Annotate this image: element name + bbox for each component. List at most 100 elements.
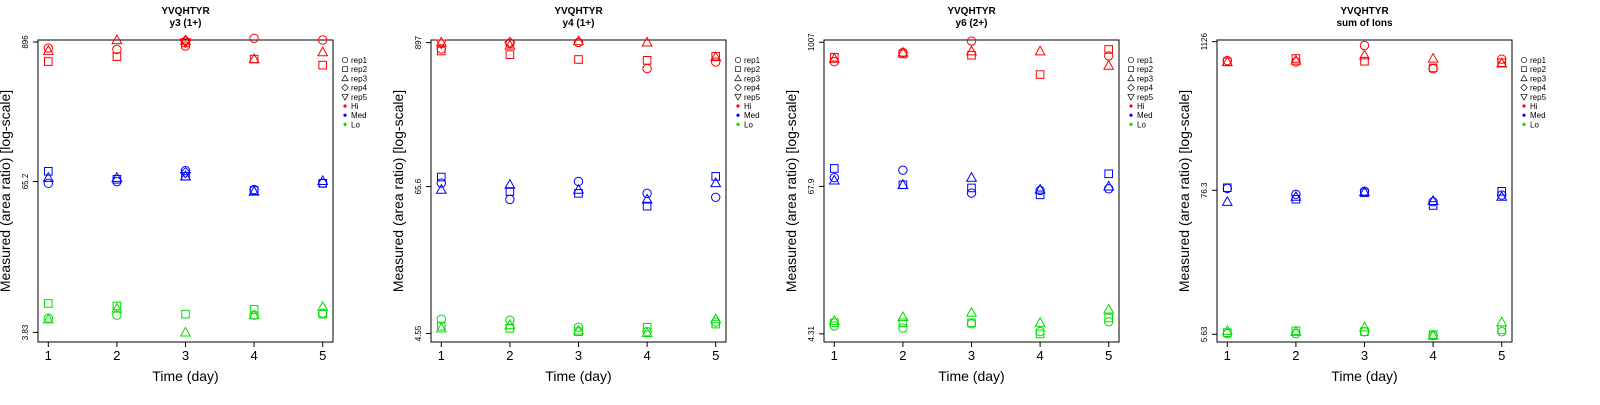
legend-label: rep5: [1137, 93, 1154, 102]
legend-label: Hi: [744, 102, 752, 111]
y-axis-label: Measured (area ratio) [log-scale]: [783, 90, 799, 292]
legend-swatch-rep2: [1128, 66, 1134, 72]
x-tick-label: 1: [45, 348, 52, 363]
x-tick-label: 1: [831, 348, 838, 363]
data-point-med-rep1: [180, 165, 191, 176]
data-point-med-rep1: [436, 178, 446, 188]
data-point-med-rep2: [967, 183, 976, 193]
legend-symbol: [1520, 94, 1528, 101]
x-axis-label: Time (day): [545, 368, 611, 384]
data-point-hi-rep3: [1358, 49, 1371, 60]
legend-label: Hi: [1137, 102, 1145, 111]
data-point-hi-rep3: [317, 46, 329, 57]
data-point-lo-rep1: [112, 310, 122, 320]
x-tick-label: 4: [250, 348, 257, 363]
legend-swatch-rep1: [1520, 56, 1528, 64]
legend-label: Med: [744, 111, 760, 120]
legend-label: rep3: [744, 74, 761, 83]
legend-swatch-hi: [736, 104, 740, 108]
data-point-lo-rep3: [1221, 324, 1233, 335]
legend-swatch-lo: [736, 122, 740, 126]
data-point-hi-rep2: [43, 57, 53, 66]
x-tick-label: 2: [113, 348, 120, 363]
x-tick-label: 3: [575, 348, 582, 363]
data-point-hi-rep3: [1221, 55, 1233, 67]
data-point-lo-rep3: [42, 313, 54, 324]
data-point-hi-rep2: [1428, 63, 1438, 73]
x-tick-label: 4: [643, 348, 650, 363]
legend-label: Lo: [1137, 120, 1146, 129]
data-point-med-rep2: [642, 201, 652, 211]
legend-swatch-lo: [1522, 122, 1526, 126]
data-point-med-rep2: [1104, 169, 1114, 179]
data-point-med-rep1: [43, 178, 53, 189]
data-point-hi-rep1: [1359, 40, 1370, 51]
data-point-lo-rep3: [1496, 316, 1508, 327]
data-point-lo-rep2: [1035, 329, 1045, 339]
legend-label: rep3: [351, 74, 368, 83]
legend-label: rep1: [351, 56, 368, 65]
legend-swatch-med: [1522, 113, 1526, 117]
legend-label: rep1: [1137, 56, 1154, 65]
x-tick-label: 5: [319, 348, 326, 363]
y-tick-label: 4.55: [414, 325, 423, 341]
data-point-lo-rep1: [829, 321, 839, 331]
legend-swatch-rep5: [734, 94, 742, 101]
y-axis-label: Measured (area ratio) [log-scale]: [0, 90, 13, 292]
legend-symbol: [341, 56, 349, 64]
legend-label: rep4: [744, 84, 761, 93]
legend-label: Lo: [744, 120, 753, 129]
chart-subtitle: y3 (1+): [170, 18, 202, 29]
legend-label: rep1: [1530, 56, 1547, 65]
data-point-lo-rep1: [898, 323, 908, 333]
data-point-lo-rep3: [1034, 316, 1046, 327]
legend-swatch-rep1: [341, 56, 349, 64]
legend-swatch-rep3: [1127, 74, 1135, 82]
data-point-hi-rep2: [112, 52, 122, 61]
legend-swatch-rep4: [1127, 83, 1135, 92]
legend-swatch-rep2: [735, 66, 741, 72]
x-tick-label: 5: [1105, 348, 1112, 363]
data-point-med-rep3: [435, 183, 447, 194]
legend-label: rep4: [1137, 84, 1154, 93]
data-point-hi-rep5: [179, 38, 192, 49]
y-tick-label: 3.83: [21, 324, 30, 340]
x-tick-label: 5: [1498, 348, 1505, 363]
data-point-med-rep3: [1290, 190, 1302, 201]
data-point-med-rep3: [897, 178, 909, 189]
data-point-hi-rep2: [318, 60, 328, 70]
legend-symbol: [1520, 74, 1528, 82]
data-point-med-rep2: [43, 166, 53, 176]
data-point-med-rep4: [179, 166, 192, 179]
data-point-hi-rep3: [897, 46, 909, 57]
data-point-hi-rep2: [642, 56, 652, 65]
legend-label: rep2: [351, 65, 368, 74]
data-point-med-rep2: [1222, 183, 1232, 193]
data-point-med-rep1: [829, 172, 839, 183]
legend-symbol: [734, 83, 742, 92]
data-point-lo-rep3: [641, 326, 653, 338]
data-point-med-rep2: [1035, 190, 1045, 200]
data-point-med-rep3: [42, 171, 54, 182]
y-axis-label: Measured (area ratio) [log-scale]: [390, 90, 406, 292]
data-point-hi-rep3: [710, 50, 722, 62]
data-point-lo-rep3: [248, 309, 260, 320]
data-point-lo-rep2: [898, 318, 908, 328]
plot-frame: [430, 39, 727, 343]
data-point-med-rep3: [504, 178, 516, 189]
legend-symbol: [1127, 74, 1135, 82]
data-point-med-rep3: [965, 171, 978, 182]
data-point-hi-rep3: [111, 33, 123, 45]
x-axis-label: Time (day): [1331, 368, 1397, 384]
chart-title: YVQHTYR: [1340, 6, 1389, 17]
legend-label: Med: [351, 111, 367, 120]
data-point-hi-rep3: [641, 36, 653, 47]
data-point-hi-rep1: [112, 44, 122, 55]
data-point-hi-rep2: [1360, 56, 1369, 66]
legend-label: rep5: [744, 93, 761, 102]
chart-title: YVQHTYR: [947, 6, 996, 17]
legend-swatch-rep3: [1520, 74, 1528, 82]
y-tick-label: 4.31: [807, 326, 816, 342]
chart-subtitle: y4 (1+): [563, 18, 595, 29]
data-point-lo-rep3: [317, 300, 329, 311]
